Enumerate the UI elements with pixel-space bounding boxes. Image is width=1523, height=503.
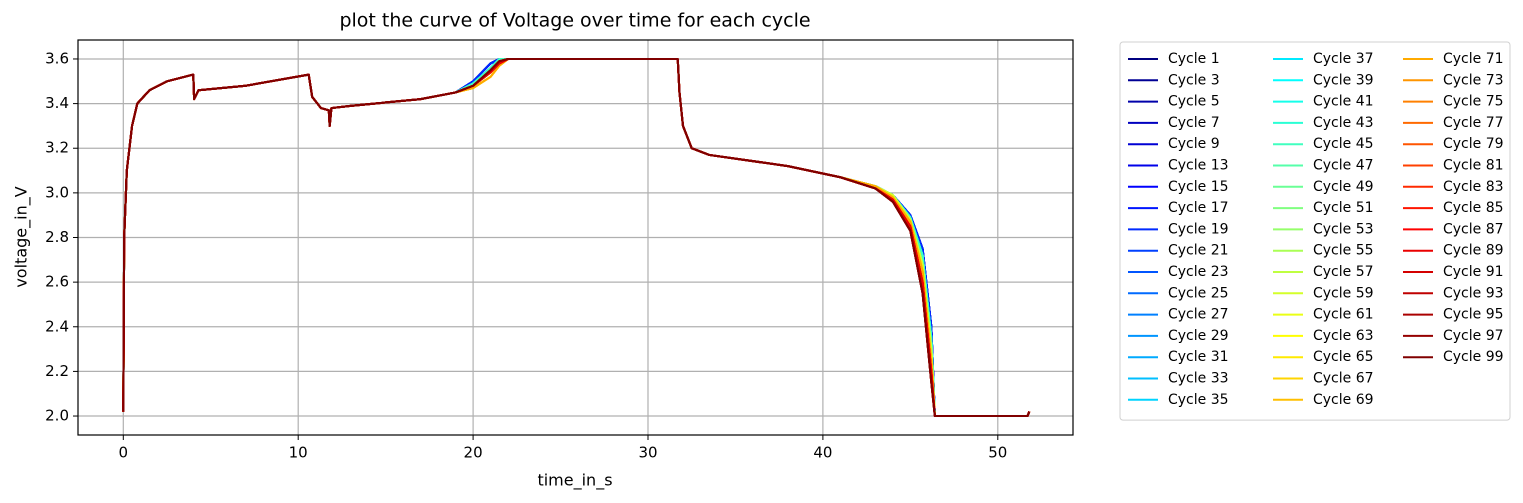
legend-label: Cycle 71 [1443, 51, 1504, 67]
legend-label: Cycle 15 [1168, 179, 1229, 195]
legend-label: Cycle 99 [1443, 349, 1504, 365]
legend-label: Cycle 13 [1168, 158, 1229, 174]
legend-label: Cycle 35 [1168, 392, 1229, 408]
legend-label: Cycle 95 [1443, 307, 1504, 323]
y-tick-label: 2.8 [45, 228, 69, 246]
x-axis-label: time_in_s [537, 471, 612, 491]
y-tick-label: 2.6 [45, 273, 69, 291]
legend-label: Cycle 65 [1313, 349, 1374, 365]
x-tick-label: 30 [638, 444, 657, 462]
legend-label: Cycle 37 [1313, 51, 1374, 67]
plot-frame [77, 39, 1074, 436]
y-tick-label: 3.4 [45, 94, 69, 112]
legend-label: Cycle 9 [1168, 136, 1220, 152]
y-tick-label: 3.0 [45, 183, 69, 201]
legend-label: Cycle 75 [1443, 94, 1504, 110]
legend-label: Cycle 23 [1168, 264, 1229, 280]
x-tick-label: 20 [464, 444, 483, 462]
chart-title: plot the curve of Voltage over time for … [339, 10, 810, 32]
legend-label: Cycle 39 [1313, 72, 1374, 88]
legend-label: Cycle 67 [1313, 371, 1374, 387]
legend-label: Cycle 57 [1313, 264, 1374, 280]
legend-label: Cycle 77 [1443, 115, 1504, 131]
legend-label: Cycle 83 [1443, 179, 1504, 195]
legend-label: Cycle 53 [1313, 221, 1374, 237]
y-tick-label: 2.2 [45, 362, 69, 380]
legend-label: Cycle 7 [1168, 115, 1220, 131]
legend-label: Cycle 59 [1313, 285, 1374, 301]
legend-label: Cycle 91 [1443, 264, 1504, 280]
legend-label: Cycle 49 [1313, 179, 1374, 195]
y-tick-label: 2.4 [45, 317, 69, 335]
legend-label: Cycle 69 [1313, 392, 1374, 408]
legend-label: Cycle 51 [1313, 200, 1374, 216]
legend-label: Cycle 85 [1443, 200, 1504, 216]
legend-label: Cycle 27 [1168, 307, 1229, 323]
legend-label: Cycle 41 [1313, 94, 1374, 110]
legend-label: Cycle 21 [1168, 243, 1229, 259]
legend-label: Cycle 5 [1168, 94, 1220, 110]
legend-label: Cycle 31 [1168, 349, 1229, 365]
y-tick-label: 3.6 [45, 49, 69, 67]
legend-label: Cycle 55 [1313, 243, 1374, 259]
legend-label: Cycle 81 [1443, 158, 1504, 174]
legend-box [1119, 41, 1511, 421]
legend-label: Cycle 97 [1443, 328, 1504, 344]
legend-label: Cycle 73 [1443, 72, 1504, 88]
legend-label: Cycle 25 [1168, 285, 1229, 301]
legend-label: Cycle 3 [1168, 72, 1220, 88]
legend-label: Cycle 79 [1443, 136, 1504, 152]
legend-label: Cycle 43 [1313, 115, 1374, 131]
legend-label: Cycle 89 [1443, 243, 1504, 259]
legend-label: Cycle 33 [1168, 371, 1229, 387]
legend-label: Cycle 29 [1168, 328, 1229, 344]
x-tick-label: 10 [289, 444, 308, 462]
y-axis-label: voltage_in_V [12, 186, 32, 287]
legend-label: Cycle 63 [1313, 328, 1374, 344]
legend-label: Cycle 93 [1443, 285, 1504, 301]
series-line [122, 57, 1031, 418]
legend-label: Cycle 47 [1313, 158, 1374, 174]
legend-label: Cycle 61 [1313, 307, 1374, 323]
legend-label: Cycle 17 [1168, 200, 1229, 216]
x-tick-label: 50 [988, 444, 1007, 462]
y-tick-label: 3.2 [45, 139, 69, 157]
legend-label: Cycle 1 [1168, 51, 1220, 67]
y-tick-label: 2.0 [45, 407, 69, 425]
legend-label: Cycle 87 [1443, 221, 1504, 237]
x-tick-label: 40 [813, 444, 832, 462]
x-tick-label: 0 [119, 444, 129, 462]
legend-label: Cycle 19 [1168, 221, 1229, 237]
legend-label: Cycle 45 [1313, 136, 1374, 152]
